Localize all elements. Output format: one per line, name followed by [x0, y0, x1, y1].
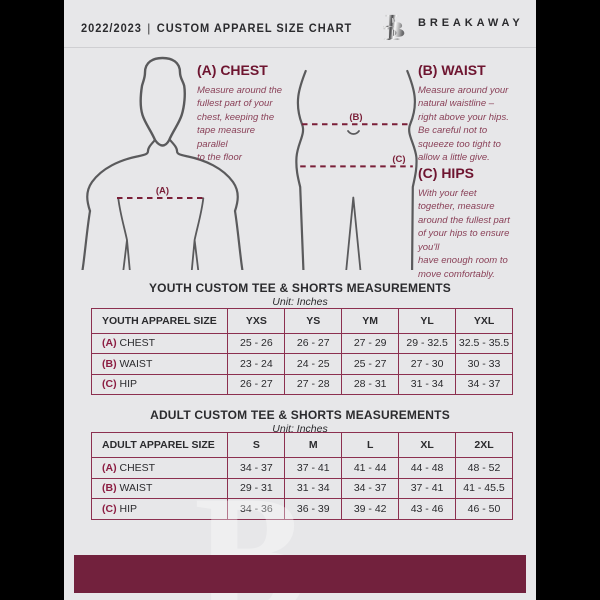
- svg-text:(A): (A): [156, 186, 169, 197]
- svg-text:(B): (B): [349, 112, 362, 123]
- svg-text:(C): (C): [392, 154, 405, 165]
